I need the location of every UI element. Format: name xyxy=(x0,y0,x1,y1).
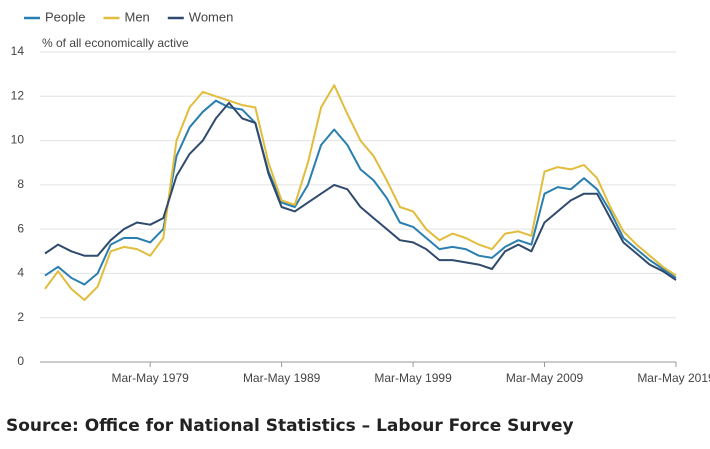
y-axis-label: % of all economically active xyxy=(42,36,189,50)
series-line xyxy=(44,101,677,281)
legend-label: Men xyxy=(124,9,149,24)
x-tick-label: Mar-May 2019 xyxy=(637,371,710,385)
x-tick-label: Mar-May 1979 xyxy=(111,371,189,385)
legend-label: People xyxy=(45,9,85,24)
x-tick-label: Mar-May 1999 xyxy=(374,371,452,385)
y-tick-label: 8 xyxy=(17,177,24,191)
legend-label: Women xyxy=(189,9,234,24)
y-tick-label: 14 xyxy=(11,44,25,58)
series-line xyxy=(44,99,677,286)
source-note: Source: Office for National Statistics –… xyxy=(6,416,574,436)
y-tick-label: 6 xyxy=(17,221,24,235)
y-tick-label: 12 xyxy=(11,88,25,102)
y-tick-label: 2 xyxy=(17,310,24,324)
series-line xyxy=(44,84,677,301)
y-tick-label: 0 xyxy=(17,354,24,368)
x-tick-label: Mar-May 1989 xyxy=(243,371,321,385)
y-tick-label: 10 xyxy=(11,133,25,147)
x-tick-label: Mar-May 2009 xyxy=(506,371,584,385)
y-tick-label: 4 xyxy=(17,266,24,280)
